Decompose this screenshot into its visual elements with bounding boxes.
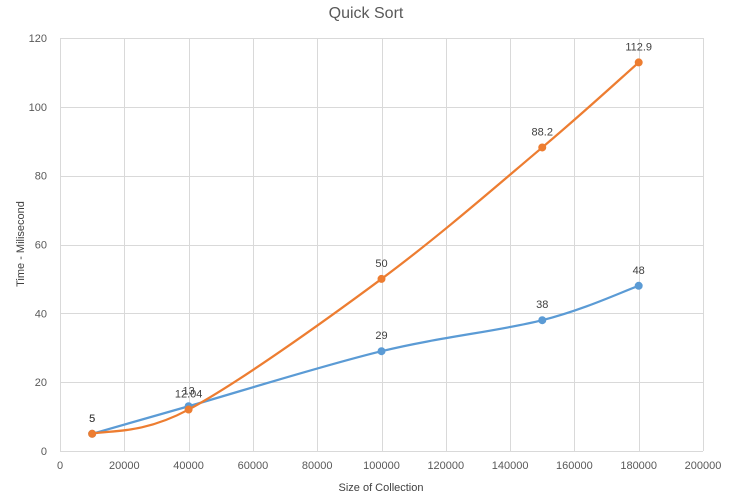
x-tick-label: 140000 [492,460,529,472]
gridlines [60,38,704,452]
x-tick-label: 80000 [302,460,333,472]
x-axis-title: Size of Collection [339,482,424,494]
x-tick-label: 60000 [238,460,269,472]
y-tick-label: 80 [35,171,47,183]
series-1-data-label: 5 [89,413,95,425]
x-tick-label: 0 [57,460,63,472]
x-tick-label: 100000 [363,460,400,472]
y-axis-title: Time - Milisecond [15,201,27,287]
series-2-point [88,429,97,438]
series-1-point [634,281,643,290]
series-1-point [377,347,386,356]
series-2-data-label: 50 [375,258,387,270]
series-group [88,58,643,438]
series-1-point [538,316,547,325]
series-2-data-label: 12.04 [175,389,203,401]
y-tick-label: 40 [35,308,47,320]
chart-title: Quick Sort [329,5,404,22]
x-tick-label: 120000 [427,460,464,472]
x-tick-label: 20000 [109,460,140,472]
y-tick-label: 60 [35,240,47,252]
x-tick-label: 200000 [685,460,722,472]
tick-labels: 0 20000 40000 60000 80000 100000 120000 140000 1… [29,33,722,472]
series-2-data-label: 88.2 [532,126,553,138]
series-2-point [538,143,547,152]
y-tick-label: 20 [35,377,47,389]
x-tick-label: 160000 [556,460,593,472]
y-tick-label: 100 [29,102,47,114]
y-tick-label: 120 [29,33,47,45]
series-1-data-label: 13 [182,385,194,397]
series-2-point [377,274,386,283]
series-2-point [184,405,193,414]
x-tick-label: 180000 [620,460,657,472]
series-2-data-label: 112.9 [625,41,652,53]
x-tick-label: 40000 [173,460,204,472]
series-2-data-label: 5 [89,413,95,425]
series-1-data-label: 48 [633,265,645,277]
series-2-point [634,58,643,67]
series-1-data-label: 29 [375,330,387,342]
series-1-data-label: 38 [536,299,548,311]
y-tick-label: 0 [41,446,47,458]
